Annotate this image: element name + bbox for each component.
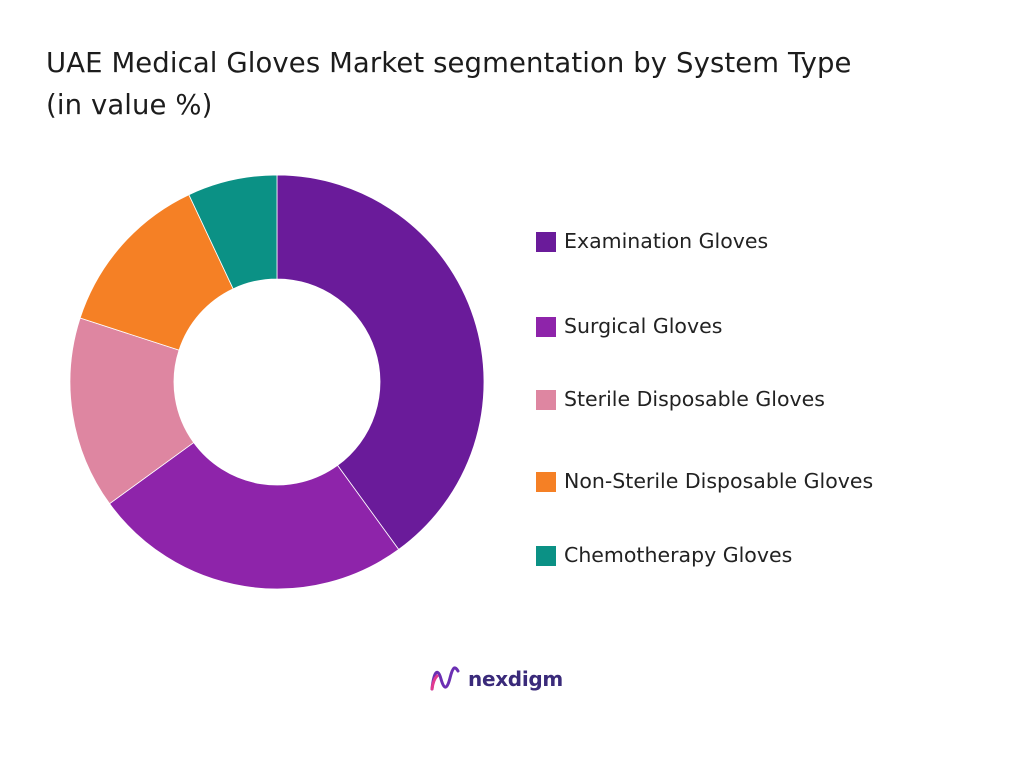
donut-slice-surgical-gloves: [108, 441, 400, 590]
chart-title-line-2: (in value %): [46, 89, 213, 121]
donut-slice-chemotherapy-gloves: [188, 174, 278, 290]
legend-swatch: [536, 546, 556, 566]
legend-swatch: [536, 317, 556, 337]
legend-label: Examination Gloves: [564, 229, 769, 253]
legend-label: Surgical Gloves: [564, 314, 723, 338]
legend-swatch: [536, 232, 556, 252]
legend-swatch: [536, 390, 556, 410]
chart-title: UAE Medical Gloves Market segmentation b…: [46, 42, 986, 126]
brand-logo: nexdigm: [428, 662, 563, 696]
donut-slice-non-sterile-disposable-gloves: [79, 194, 234, 351]
donut-slice-examination-gloves: [276, 174, 485, 551]
donut-slice-sterile-disposable-gloves: [69, 317, 195, 505]
legend-label: Chemotherapy Gloves: [564, 543, 793, 567]
legend-label: Non-Sterile Disposable Gloves: [564, 469, 874, 493]
chart-title-line-1: UAE Medical Gloves Market segmentation b…: [46, 47, 852, 79]
legend-label: Sterile Disposable Gloves: [564, 387, 825, 411]
legend-swatch: [536, 472, 556, 492]
nexdigm-wave-logo-icon: [430, 666, 460, 691]
brand-name: nexdigm: [468, 667, 563, 691]
